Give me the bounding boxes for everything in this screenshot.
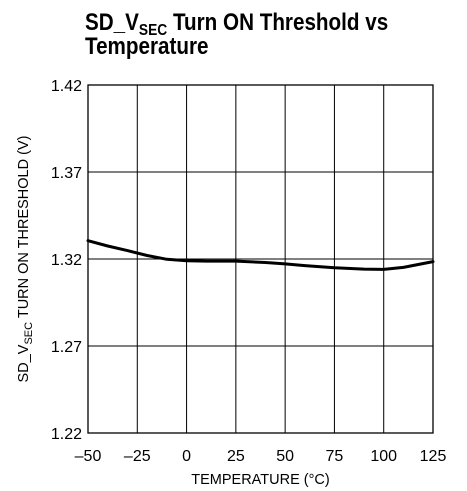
series-line [86,239,435,271]
y-axis-label: SD_VSEC TURN ON THRESHOLD (V) [16,136,35,383]
y-tick-label: 1.32 [51,252,82,269]
x-tick-label: 25 [227,448,245,465]
y-tick-label: 1.37 [51,165,82,182]
y-label-prefix: SD_V [16,344,32,382]
y-tick-label: 1.27 [51,339,82,356]
y-label-suffix: TURN ON THRESHOLD (V) [16,136,32,322]
x-tick-label: 100 [370,448,397,465]
y-tick-label: 1.22 [51,426,82,443]
y-tick-label: 1.42 [51,78,82,95]
x-tick-label: 75 [326,448,344,465]
title-suffix: Turn ON Threshold vs [167,9,389,36]
title-prefix: SD_V [85,9,139,36]
x-tick-labels: –50 –25 0 25 50 75 100 125 [75,448,447,465]
x-tick-label: 50 [276,448,294,465]
x-axis-label: TEMPERATURE (°C) [191,472,329,488]
title-line2: Temperature [85,33,209,60]
chart-title: SD_VSEC Turn ON Threshold vs Temperature [85,11,388,59]
grid [88,85,433,433]
y-label-subscript: SEC [23,322,35,345]
plot-frame [87,84,434,434]
x-tick-label: 0 [182,448,191,465]
x-tick-label: 125 [420,448,447,465]
x-tick-label: –50 [75,448,102,465]
x-tick-label: –25 [124,448,151,465]
y-tick-labels: 1.22 1.27 1.32 1.37 1.42 [51,78,82,443]
